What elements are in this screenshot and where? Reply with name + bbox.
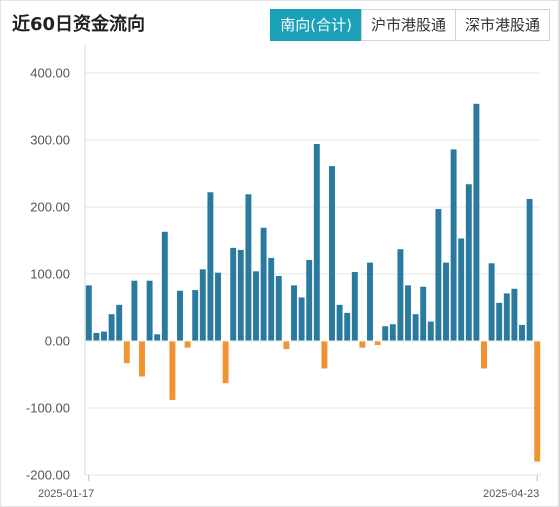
bar <box>123 341 130 364</box>
bar <box>154 334 161 341</box>
bar <box>260 227 267 341</box>
bar <box>367 262 373 341</box>
tab-southbound-total[interactable]: 南向(合计) <box>270 9 362 41</box>
bar <box>199 269 206 341</box>
bar <box>146 280 153 341</box>
bar <box>420 286 427 341</box>
bar <box>275 276 282 341</box>
bar <box>443 262 449 341</box>
bar <box>161 231 168 341</box>
bar <box>298 297 305 341</box>
bar <box>306 259 313 341</box>
bar <box>283 341 290 350</box>
bar <box>511 288 518 341</box>
bar <box>389 324 396 341</box>
bar <box>503 293 510 341</box>
bar <box>359 341 366 348</box>
bar <box>245 194 252 341</box>
bar <box>473 103 480 341</box>
bar <box>169 341 176 400</box>
y-tick-label: -200.00 <box>26 468 70 483</box>
bar <box>397 249 404 341</box>
bar <box>336 304 343 341</box>
bar <box>534 341 541 462</box>
chart-title: 近60日资金流向 <box>12 14 146 35</box>
bar <box>405 285 411 341</box>
bar <box>465 184 472 341</box>
bar <box>268 257 275 341</box>
bar <box>253 271 259 341</box>
bar <box>116 304 123 341</box>
bar <box>519 324 525 341</box>
bar <box>230 247 237 341</box>
y-tick-label: 300.00 <box>30 133 70 148</box>
bar <box>192 290 199 341</box>
bar <box>85 285 92 341</box>
bar <box>382 326 389 341</box>
tab-shenzhen-connect[interactable]: 深市港股通 <box>454 9 550 41</box>
bar <box>215 272 221 341</box>
bar <box>374 341 381 346</box>
bar <box>450 149 457 341</box>
bar <box>313 144 320 341</box>
bar <box>458 238 465 341</box>
bar <box>108 314 115 341</box>
bar <box>496 302 503 341</box>
bar <box>351 271 358 341</box>
bar <box>435 209 442 341</box>
market-tabs: 南向(合计) 沪市港股通 深市港股通 <box>270 9 550 41</box>
y-tick-label: 100.00 <box>30 267 70 282</box>
bar <box>207 192 214 341</box>
bar <box>139 341 145 377</box>
y-tick-label: 400.00 <box>30 66 70 81</box>
bar <box>184 341 191 348</box>
y-tick-label: 200.00 <box>30 200 70 215</box>
bar <box>93 332 100 341</box>
bar <box>222 341 229 384</box>
x-end-date: 2025-04-23 <box>483 488 539 500</box>
bar <box>177 290 183 341</box>
y-tick-label: 0.00 <box>45 334 70 349</box>
bar <box>412 314 419 341</box>
bar <box>481 341 487 369</box>
bar <box>131 280 138 341</box>
x-start-date: 2025-01-17 <box>38 488 94 500</box>
bar <box>291 285 297 341</box>
bar <box>526 198 533 341</box>
bar <box>329 166 335 341</box>
bar <box>344 312 351 341</box>
y-tick-label: -100.00 <box>26 401 70 416</box>
bar <box>321 341 328 369</box>
bar <box>488 263 495 341</box>
bar <box>101 331 107 341</box>
bar <box>427 321 434 341</box>
bar <box>237 249 244 341</box>
